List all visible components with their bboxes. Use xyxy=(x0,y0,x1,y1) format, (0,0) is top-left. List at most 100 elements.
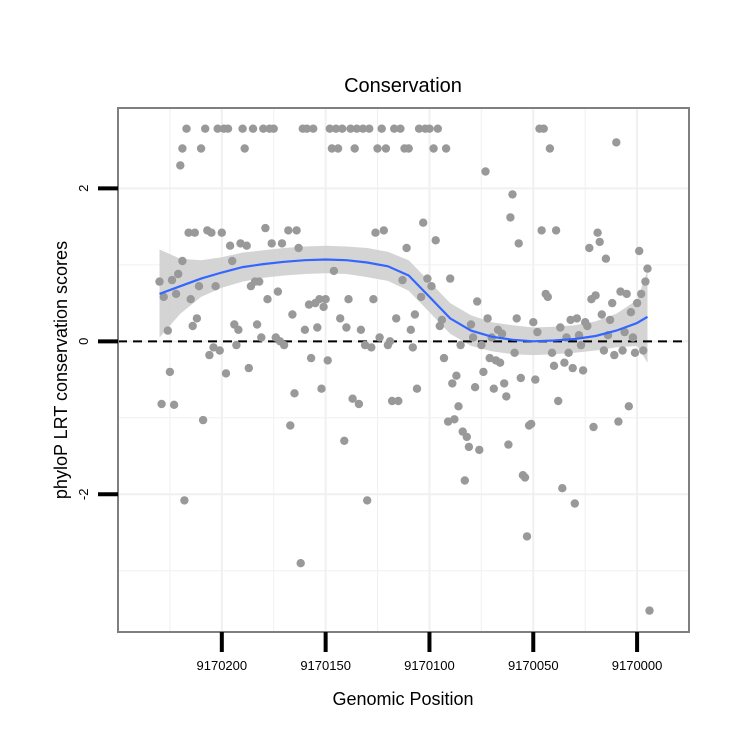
data-point xyxy=(163,326,172,335)
y-tick-label: 0 xyxy=(76,338,91,345)
data-point xyxy=(416,292,426,302)
data-point xyxy=(329,266,339,276)
x-tick-label: 9170150 xyxy=(300,658,351,673)
data-point xyxy=(319,302,328,312)
data-point xyxy=(178,256,187,266)
data-point xyxy=(257,333,266,342)
data-point xyxy=(506,213,515,222)
data-point xyxy=(556,323,565,332)
data-point xyxy=(336,314,345,323)
data-point xyxy=(169,400,179,409)
data-point xyxy=(514,239,523,248)
data-point xyxy=(213,124,222,133)
data-point xyxy=(252,320,262,329)
data-point xyxy=(255,277,264,286)
data-point xyxy=(288,310,297,319)
data-point xyxy=(483,314,492,323)
data-point xyxy=(539,124,548,133)
data-point xyxy=(217,228,226,237)
data-point xyxy=(570,499,579,508)
data-point xyxy=(543,292,552,302)
data-point xyxy=(313,323,322,332)
data-point xyxy=(558,484,567,493)
data-point xyxy=(545,144,555,153)
data-point xyxy=(443,417,453,426)
data-point xyxy=(597,310,606,319)
data-point xyxy=(221,369,231,378)
data-point xyxy=(373,144,382,153)
data-point xyxy=(157,399,166,409)
data-point xyxy=(464,442,474,452)
data-point xyxy=(547,348,557,357)
data-point xyxy=(645,606,654,615)
data-point xyxy=(460,476,469,485)
data-point xyxy=(350,144,359,153)
data-point xyxy=(583,321,592,331)
data-point xyxy=(450,415,459,424)
data-point xyxy=(340,436,349,445)
data-point xyxy=(367,343,376,352)
data-point xyxy=(599,346,609,355)
data-point xyxy=(348,394,357,403)
data-point xyxy=(167,275,177,285)
data-point xyxy=(516,373,525,383)
data-point xyxy=(473,297,482,306)
x-tick-label: 9170050 xyxy=(508,658,559,673)
data-point xyxy=(286,421,295,430)
data-point xyxy=(215,346,224,355)
data-point xyxy=(188,321,197,331)
data-point xyxy=(423,274,432,283)
data-point xyxy=(277,239,287,248)
confidence-band xyxy=(159,245,648,363)
data-point xyxy=(196,144,206,153)
data-point xyxy=(354,399,364,409)
data-point xyxy=(589,422,598,432)
data-point xyxy=(402,243,411,253)
data-point xyxy=(338,124,347,133)
data-point xyxy=(392,314,401,323)
data-point xyxy=(568,363,577,373)
data-point xyxy=(159,292,168,302)
data-point xyxy=(481,167,490,176)
data-point xyxy=(560,358,569,367)
data-point xyxy=(317,384,326,393)
data-point xyxy=(375,333,384,342)
x-axis-ticks: 9170200 9170150 9170100 9170050 9170000 xyxy=(197,632,662,673)
data-point xyxy=(419,218,428,227)
data-point xyxy=(495,358,505,367)
data-point xyxy=(346,124,355,133)
smooth-curve xyxy=(159,258,649,343)
data-point xyxy=(381,144,391,153)
data-point xyxy=(284,226,293,235)
data-point xyxy=(302,124,312,133)
data-point xyxy=(342,323,351,332)
data-point xyxy=(470,383,480,392)
data-point xyxy=(441,144,451,153)
data-point xyxy=(184,228,193,237)
data-point xyxy=(379,226,388,235)
data-point xyxy=(630,348,640,357)
data-point xyxy=(502,392,511,401)
data-point xyxy=(489,384,498,393)
data-point xyxy=(201,124,210,133)
data-point xyxy=(529,318,538,327)
data-point xyxy=(369,295,378,304)
data-point xyxy=(605,315,615,325)
data-point xyxy=(446,274,455,283)
data-point xyxy=(639,346,648,355)
data-point xyxy=(564,348,573,357)
data-point xyxy=(512,314,521,323)
data-point xyxy=(300,325,310,334)
data-point xyxy=(554,396,563,406)
data-point xyxy=(232,340,241,350)
data-point xyxy=(344,295,353,304)
data-point xyxy=(205,350,214,360)
y-axis-label: phyloP LRT conservation scores xyxy=(51,241,71,499)
data-points xyxy=(155,124,654,615)
x-axis-label: Genomic Position xyxy=(332,689,473,709)
data-point xyxy=(624,402,633,411)
data-point xyxy=(171,289,181,299)
data-point xyxy=(325,124,334,133)
data-point xyxy=(198,415,208,425)
